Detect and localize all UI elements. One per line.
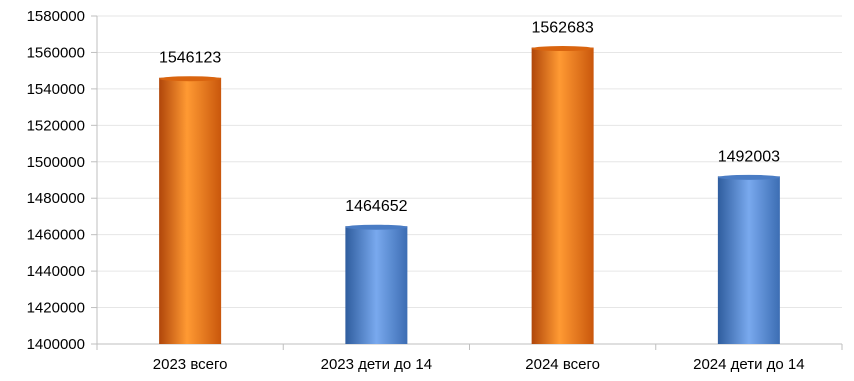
bar-1 (159, 77, 222, 345)
y-tick-label: 1440000 (27, 263, 85, 280)
axes (91, 15, 843, 350)
y-tick-label: 1580000 (27, 8, 85, 25)
category-label-4: 2024 дети до 14 (693, 356, 805, 373)
category-label-2: 2023 дети до 14 (321, 356, 433, 373)
y-tick-label: 1500000 (27, 154, 85, 171)
bar-cap-1 (159, 76, 222, 82)
bars (159, 46, 780, 345)
category-label-3: 2024 всего (525, 356, 600, 373)
data-label-2: 1464652 (345, 198, 407, 215)
gridlines (97, 15, 842, 309)
y-tick-label: 1520000 (27, 117, 85, 134)
bar-cap-2 (345, 224, 408, 230)
data-label-4: 1492003 (718, 148, 780, 165)
labels: 1400000 1420000 1440000 1460000 1480000 15000… (27, 8, 805, 373)
y-tick-label: 1560000 (27, 44, 85, 61)
y-tick-label: 1540000 (27, 81, 85, 98)
y-tick-label: 1460000 (27, 227, 85, 244)
y-tick-label: 1480000 (27, 190, 85, 207)
data-label-1: 1546123 (159, 50, 221, 67)
y-tick-label: 1420000 (27, 300, 85, 317)
y-tick-label: 1400000 (27, 336, 85, 353)
bar-cap-3 (531, 46, 594, 52)
bar-4 (717, 176, 780, 344)
data-label-3: 1562683 (531, 20, 593, 37)
category-label-1: 2023 всего (153, 356, 228, 373)
bar-3 (531, 47, 594, 345)
bar-cap-4 (717, 174, 780, 180)
bar-2 (345, 226, 408, 344)
